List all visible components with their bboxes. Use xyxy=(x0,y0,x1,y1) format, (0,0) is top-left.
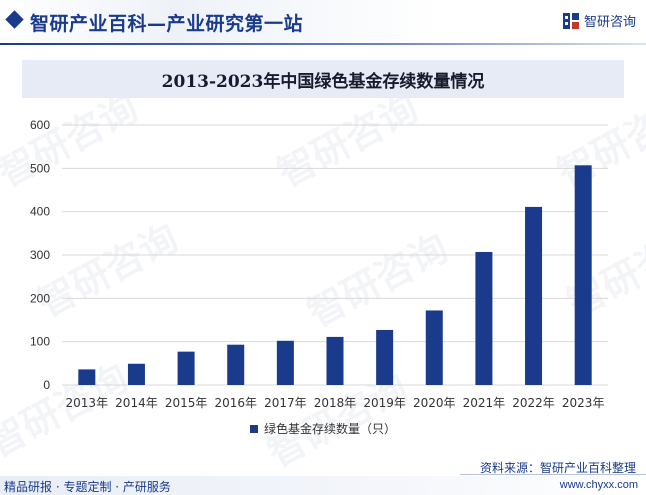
x-tick-label: 2015年 xyxy=(165,396,208,410)
legend-label: 绿色基金存续数量（只） xyxy=(263,422,396,436)
y-tick-label: 600 xyxy=(30,118,50,132)
legend-swatch xyxy=(249,424,258,433)
bar xyxy=(227,344,245,385)
header-divider xyxy=(0,43,646,45)
page-title: 智研产业百科—产业研究第一站 xyxy=(30,13,304,35)
y-tick-label: 0 xyxy=(43,378,50,392)
bar xyxy=(376,329,394,385)
y-tick-label: 300 xyxy=(30,248,50,262)
x-tick-label: 2019年 xyxy=(363,396,406,410)
footer-url[interactable]: www.chyxx.com xyxy=(559,479,638,491)
bar xyxy=(127,363,145,385)
source-divider xyxy=(460,474,646,475)
x-tick-label: 2023年 xyxy=(562,396,605,410)
bar xyxy=(78,369,96,385)
bar xyxy=(525,206,543,385)
bar xyxy=(177,351,195,385)
x-tick-label: 2018年 xyxy=(314,396,357,410)
page-footer: 精品研报 · 专题定制 · 产研服务 www.chyxx.com xyxy=(0,476,646,495)
bar xyxy=(326,336,344,385)
source-note: 资料来源：智研产业百科整理 xyxy=(479,461,636,475)
y-tick-label: 100 xyxy=(30,335,50,349)
brand-name: 智研咨询 xyxy=(583,15,636,30)
x-tick-label: 2022年 xyxy=(512,396,555,410)
bar xyxy=(574,165,592,385)
y-tick-label: 400 xyxy=(30,205,50,219)
bar xyxy=(425,310,443,385)
header-band xyxy=(0,0,440,44)
chart-title: 2013-2023年中国绿色基金存续数量情况 xyxy=(161,71,485,92)
bar-chart: 0 100 200 300 400 500 600 2013年 2014年 2015年 2016年 2… xyxy=(30,118,608,410)
brand-logo-icon xyxy=(562,12,579,29)
x-tick-label: 2013年 xyxy=(66,396,109,410)
bar xyxy=(475,251,493,385)
legend: 绿色基金存续数量（只） xyxy=(0,420,646,437)
x-tick-label: 2021年 xyxy=(463,396,506,410)
y-tick-label: 500 xyxy=(30,161,50,175)
x-tick-label: 2016年 xyxy=(214,396,257,410)
x-tick-label: 2020年 xyxy=(413,396,456,410)
x-tick-label: 2017年 xyxy=(264,396,307,410)
y-tick-label: 200 xyxy=(30,291,50,305)
footer-services: 精品研报 · 专题定制 · 产研服务 xyxy=(4,480,171,494)
x-tick-label: 2014年 xyxy=(115,396,158,410)
bar xyxy=(276,340,294,385)
chart-title-box: 2013-2023年中国绿色基金存续数量情况 xyxy=(22,60,624,98)
page-header: 智研产业百科—产业研究第一站 智研咨询 xyxy=(0,0,646,45)
brand: 智研咨询 xyxy=(562,11,636,30)
